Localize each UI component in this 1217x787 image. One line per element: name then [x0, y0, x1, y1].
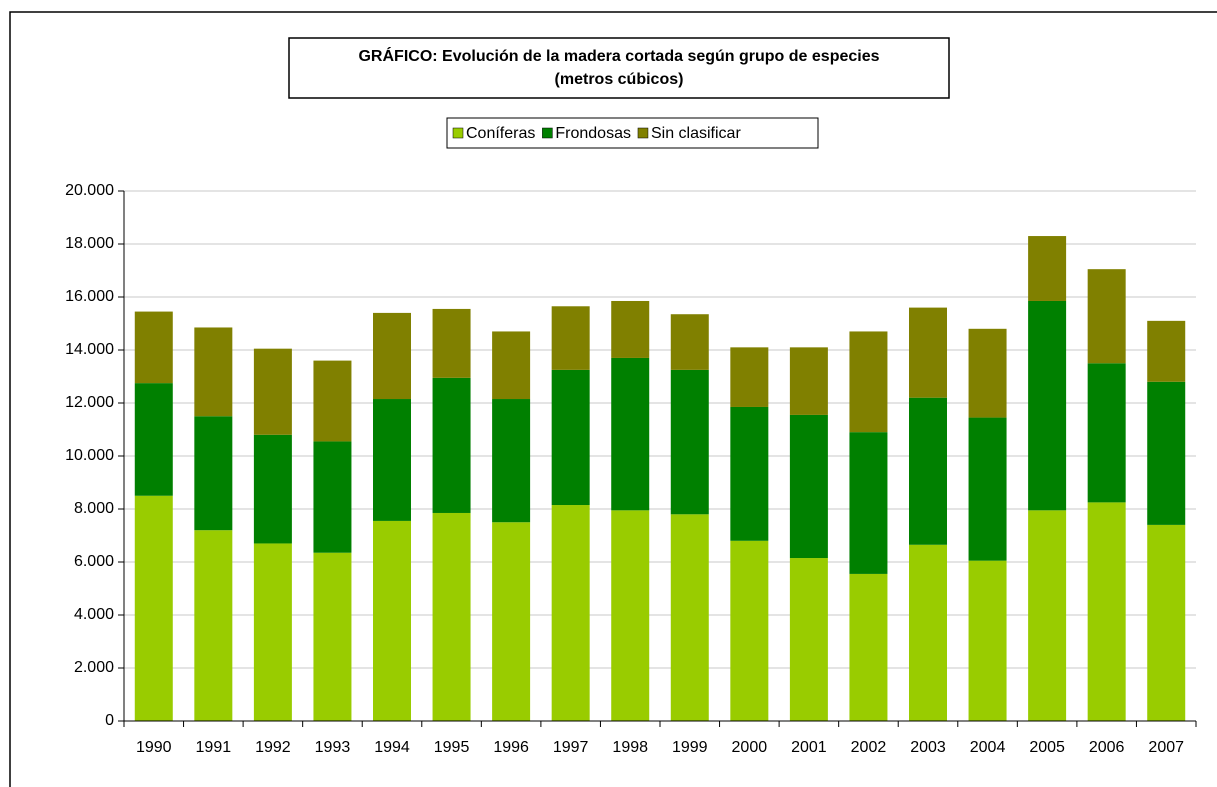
- bar-segment: [968, 417, 1007, 561]
- bar-segment: [849, 573, 888, 721]
- x-tick-label: 1993: [315, 739, 351, 756]
- y-tick-label: 16.000: [65, 288, 114, 305]
- x-tick-label: 1995: [434, 739, 470, 756]
- bar-segment: [670, 314, 709, 370]
- bar-segment: [253, 348, 292, 435]
- bar-segment: [373, 520, 411, 721]
- bar-segment: [551, 306, 590, 370]
- bar-segment: [194, 327, 233, 417]
- bar-segment: [789, 414, 828, 559]
- bar-segment: [968, 560, 1007, 721]
- bar-segment: [1087, 363, 1126, 503]
- bar-segment: [134, 495, 173, 721]
- x-tick-label: 1996: [493, 739, 529, 756]
- bar-segment: [253, 434, 292, 544]
- bar-segment: [849, 432, 888, 574]
- y-tick-label: 14.000: [65, 341, 114, 358]
- y-tick-label: 20.000: [65, 182, 114, 199]
- chart-title: GRÁFICO: Evolución de la madera cortada …: [358, 46, 879, 65]
- x-tick-label: 2000: [732, 739, 768, 756]
- y-tick-label: 4.000: [74, 606, 114, 623]
- bar-segment: [313, 441, 352, 553]
- bar-segment: [492, 331, 531, 400]
- bar-segment: [1028, 510, 1067, 721]
- bar-segment: [134, 311, 173, 384]
- bar-segment: [730, 406, 769, 541]
- bar-segment: [909, 307, 947, 398]
- y-tick-label: 8.000: [74, 500, 114, 517]
- y-tick-label: 18.000: [65, 235, 114, 252]
- x-tick-label: 1994: [374, 739, 410, 756]
- bar-segment: [253, 543, 292, 721]
- y-tick-label: 2.000: [74, 659, 114, 676]
- bar-segment: [730, 347, 769, 407]
- bar-segment: [373, 399, 411, 521]
- title-box: [288, 37, 950, 99]
- legend-swatch: [542, 127, 553, 139]
- bar-segment: [432, 377, 471, 513]
- x-tick-label: 1990: [136, 739, 172, 756]
- x-tick-label: 2001: [791, 739, 827, 756]
- bar-segment: [1028, 236, 1067, 301]
- bar-segment: [432, 308, 471, 378]
- bar-segment: [551, 369, 590, 506]
- bar-segment: [551, 505, 590, 721]
- legend-swatch: [452, 127, 464, 139]
- bar-segment: [313, 552, 352, 721]
- chart-title: (metros cúbicos): [555, 71, 684, 88]
- bar-segment: [1147, 381, 1186, 525]
- x-tick-label: 1991: [196, 739, 232, 756]
- bar-segment: [909, 544, 947, 721]
- bar-segment: [849, 331, 888, 433]
- bar-segment: [670, 369, 709, 515]
- bar-segment: [1028, 300, 1067, 511]
- bar-segment: [1147, 320, 1186, 382]
- bar-segment: [432, 512, 471, 721]
- y-tick-label: 0: [105, 712, 114, 729]
- bar-segment: [789, 347, 828, 415]
- bar-segment: [611, 300, 650, 358]
- legend-swatch: [637, 127, 649, 139]
- x-tick-label: 2002: [851, 739, 887, 756]
- bar-segment: [909, 397, 947, 545]
- x-tick-label: 2004: [970, 739, 1006, 756]
- bar-segment: [789, 558, 828, 721]
- x-tick-label: 1998: [612, 739, 648, 756]
- bar-segment: [1087, 269, 1126, 364]
- bar-segment: [1147, 524, 1186, 721]
- legend-label: Coníferas: [466, 125, 535, 142]
- bar-segment: [492, 399, 531, 523]
- bar-segment: [492, 522, 531, 721]
- bar-segment: [611, 510, 650, 721]
- bar-segment: [194, 416, 233, 531]
- legend-label: Frondosas: [555, 125, 631, 142]
- y-tick-label: 12.000: [65, 394, 114, 411]
- x-tick-label: 1997: [553, 739, 589, 756]
- bar-segment: [313, 360, 352, 442]
- bar-segment: [670, 514, 709, 721]
- x-tick-label: 2005: [1029, 739, 1065, 756]
- x-tick-label: 2006: [1089, 739, 1125, 756]
- bar-segment: [730, 540, 769, 721]
- bar-segment: [194, 530, 233, 721]
- legend-label: Sin clasificar: [651, 125, 741, 142]
- y-tick-label: 6.000: [74, 553, 114, 570]
- x-tick-label: 1992: [255, 739, 291, 756]
- chart-border: [9, 11, 1217, 787]
- bar-segment: [968, 328, 1007, 418]
- x-tick-label: 2007: [1148, 739, 1184, 756]
- legend-box: [446, 117, 819, 149]
- x-tick-label: 1999: [672, 739, 708, 756]
- x-tick-label: 2003: [910, 739, 946, 756]
- bar-segment: [373, 312, 411, 400]
- bar-segment: [611, 357, 650, 511]
- y-tick-label: 10.000: [65, 447, 114, 464]
- bar-segment: [134, 383, 173, 496]
- bar-segment: [1087, 502, 1126, 721]
